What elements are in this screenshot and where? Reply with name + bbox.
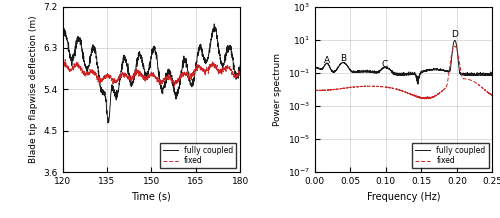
fully coupled bbox=[452, 39, 458, 42]
fixed bbox=[490, 94, 496, 97]
fully coupled bbox=[105, 121, 111, 124]
Y-axis label: Blade tip flapwise deflection (m): Blade tip flapwise deflection (m) bbox=[28, 15, 38, 163]
fixed bbox=[136, 73, 142, 76]
fully coupled bbox=[490, 74, 496, 76]
fully coupled bbox=[212, 23, 218, 25]
fixed bbox=[83, 72, 89, 74]
fully coupled bbox=[322, 64, 328, 66]
fixed bbox=[452, 45, 458, 48]
fully coupled bbox=[136, 54, 142, 56]
fixed bbox=[312, 89, 318, 92]
fully coupled bbox=[484, 74, 490, 76]
Line: fixed: fixed bbox=[62, 60, 240, 86]
fully coupled bbox=[153, 53, 159, 56]
fully coupled bbox=[83, 65, 89, 68]
fixed bbox=[484, 91, 490, 94]
fully coupled bbox=[90, 51, 96, 53]
fixed bbox=[90, 71, 96, 73]
fixed bbox=[60, 63, 66, 65]
X-axis label: Time (s): Time (s) bbox=[132, 192, 171, 202]
fully coupled bbox=[120, 63, 126, 66]
Line: fully coupled: fully coupled bbox=[316, 40, 492, 84]
fixed bbox=[153, 76, 159, 78]
Text: C: C bbox=[382, 60, 388, 69]
fixed bbox=[422, 97, 428, 100]
fully coupled bbox=[484, 73, 490, 76]
fully coupled bbox=[415, 83, 421, 85]
fixed bbox=[237, 73, 243, 76]
X-axis label: Frequency (Hz): Frequency (Hz) bbox=[367, 192, 440, 202]
Line: fully coupled: fully coupled bbox=[62, 24, 240, 123]
fully coupled bbox=[398, 73, 404, 76]
fully coupled bbox=[394, 72, 400, 75]
fixed bbox=[398, 89, 404, 92]
fully coupled bbox=[60, 36, 66, 38]
fixed bbox=[172, 85, 177, 87]
fixed bbox=[452, 45, 458, 48]
Y-axis label: Power spectrum: Power spectrum bbox=[273, 53, 282, 126]
Text: D: D bbox=[452, 30, 458, 39]
Legend: fully coupled, fixed: fully coupled, fixed bbox=[412, 143, 488, 168]
Text: B: B bbox=[340, 54, 346, 63]
fixed bbox=[62, 58, 68, 61]
fully coupled bbox=[237, 64, 243, 67]
fixed bbox=[120, 71, 126, 73]
fixed bbox=[156, 78, 162, 81]
fixed bbox=[322, 89, 328, 92]
Text: A: A bbox=[324, 56, 330, 65]
Line: fixed: fixed bbox=[316, 46, 492, 99]
Legend: fully coupled, fixed: fully coupled, fixed bbox=[160, 143, 236, 168]
fully coupled bbox=[312, 66, 318, 68]
fixed bbox=[484, 91, 490, 93]
fully coupled bbox=[156, 80, 162, 82]
fixed bbox=[394, 88, 400, 91]
fully coupled bbox=[452, 39, 458, 42]
